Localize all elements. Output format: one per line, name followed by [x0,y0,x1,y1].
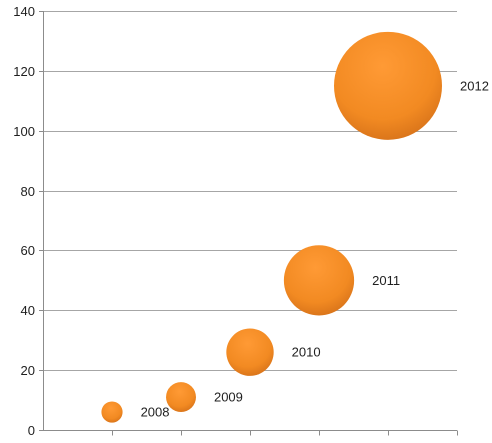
y-tick-label: 60 [21,243,35,258]
y-tick-label: 40 [21,303,35,318]
y-tick-label: 120 [13,64,35,79]
y-tick-label: 20 [21,363,35,378]
bubble-2009 [166,382,196,413]
bubble-label-2010: 2010 [292,345,321,360]
bubbles [101,31,442,423]
y-tick-label: 140 [13,4,35,19]
bubble-2008 [101,401,123,423]
bubble-label-2008: 2008 [141,405,170,420]
gridlines [43,11,457,371]
bubble-2010 [226,328,274,376]
bubble-label-2012: 2012 [460,78,489,93]
y-tick-label: 80 [21,184,35,199]
bubble-label-2011: 2011 [372,273,400,288]
y-tick-label: 0 [28,423,35,438]
bubble-label-2009: 2009 [214,390,243,405]
y-tick-label: 100 [13,124,35,139]
bubble-2012 [334,31,442,140]
bubble-labels: 2008 2009 2010 2011 2012 [141,78,489,419]
bubble-2011 [283,245,355,316]
axes: 0 20 40 60 80 100 120 140 [13,4,458,438]
